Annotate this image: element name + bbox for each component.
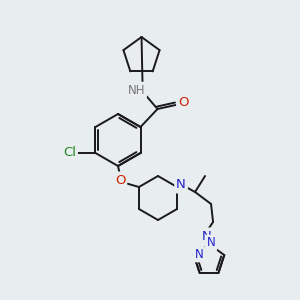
- Text: N: N: [176, 178, 186, 191]
- Text: Cl: Cl: [63, 146, 76, 160]
- Text: O: O: [178, 97, 189, 110]
- Text: NH: NH: [128, 83, 145, 97]
- Text: O: O: [115, 173, 125, 187]
- Text: N: N: [194, 248, 203, 261]
- Text: N: N: [207, 236, 215, 250]
- Text: N: N: [202, 230, 212, 242]
